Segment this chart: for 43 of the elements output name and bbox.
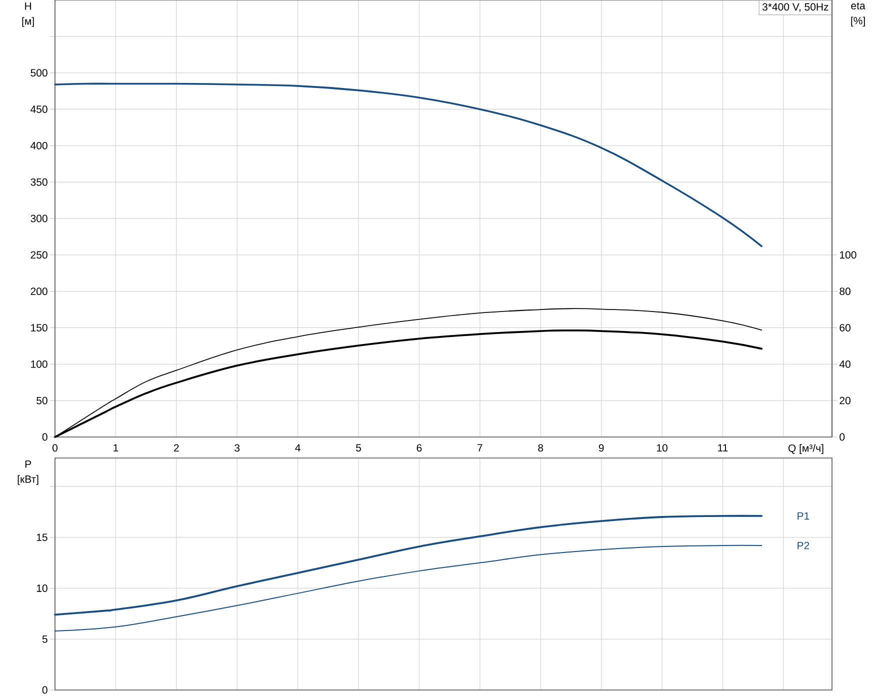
y2-tick-label: 100 (840, 251, 856, 259)
x-tick-label: 2 (174, 444, 179, 452)
line-series (54, 82, 762, 248)
text: P1 (798, 512, 810, 520)
x-tick-label: 0 (52, 444, 58, 452)
y-tick-label: 300 (30, 214, 48, 222)
y2-tick-label: 40 (839, 360, 850, 368)
y2-tick-label: 20 (840, 396, 850, 404)
y-tick-label: 0 (42, 433, 48, 441)
y-tick-label: 50 (36, 396, 48, 404)
y-axis-title: H [м] (22, 2, 34, 27)
x-tick-label: 1 (114, 444, 118, 452)
y-tick-label: 400 (30, 142, 48, 150)
x-tick-label: 7 (478, 444, 482, 452)
y-tick-label: 150 (31, 324, 48, 332)
text: P2 (798, 542, 810, 550)
y-axis-title: P [кВт] (18, 460, 38, 485)
y2-tick-label: 80 (840, 288, 850, 296)
y-tick-label: 500 (30, 69, 48, 77)
y-tick-label: 100 (31, 360, 48, 368)
y2-tick-label: 60 (840, 324, 850, 332)
x-tick-label: 11 (718, 444, 728, 452)
y-tick-label: 250 (30, 251, 48, 259)
y2-tick-label: 0 (840, 433, 845, 441)
x-tick-label: 9 (598, 444, 604, 452)
y-tick-label: 10 (36, 584, 48, 592)
y-tick-label: 0 (42, 686, 48, 694)
y-tick-label: 15 (36, 534, 48, 542)
x-tick-label: 10 (656, 444, 668, 452)
x-tick-label: 3 (234, 444, 240, 452)
line-series (54, 514, 763, 616)
x-tick-label: 4 (295, 444, 300, 452)
x-tick-label: 6 (416, 444, 422, 452)
y-tick-label: 5 (42, 635, 48, 643)
y2-axis-title: eta [%] (851, 2, 866, 26)
x-tick-label: 5 (356, 444, 361, 452)
y-tick-label: 450 (30, 106, 48, 113)
line-series (54, 544, 762, 632)
y-tick-label: 200 (30, 288, 48, 296)
y-tick-label: 350 (30, 178, 48, 186)
x-axis-title: Q [м³/ч] (788, 444, 824, 454)
annotation: 3*400 V, 50Hz (762, 3, 828, 12)
x-tick-label: 8 (538, 444, 544, 452)
